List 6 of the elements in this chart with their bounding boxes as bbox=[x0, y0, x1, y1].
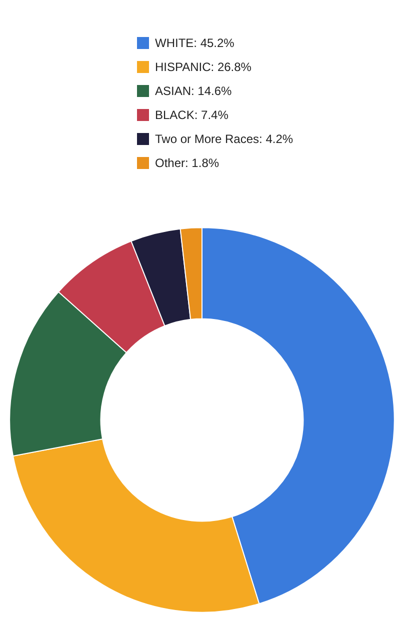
legend-label: WHITE: 45.2% bbox=[155, 36, 235, 50]
legend-label: ASIAN: 14.6% bbox=[155, 84, 232, 98]
legend-label: HISPANIC: 26.8% bbox=[155, 60, 252, 74]
legend-label: Other: 1.8% bbox=[155, 156, 220, 170]
legend-label: Two or More Races: 4.2% bbox=[155, 132, 294, 146]
legend-label: BLACK: 7.4% bbox=[155, 108, 229, 122]
